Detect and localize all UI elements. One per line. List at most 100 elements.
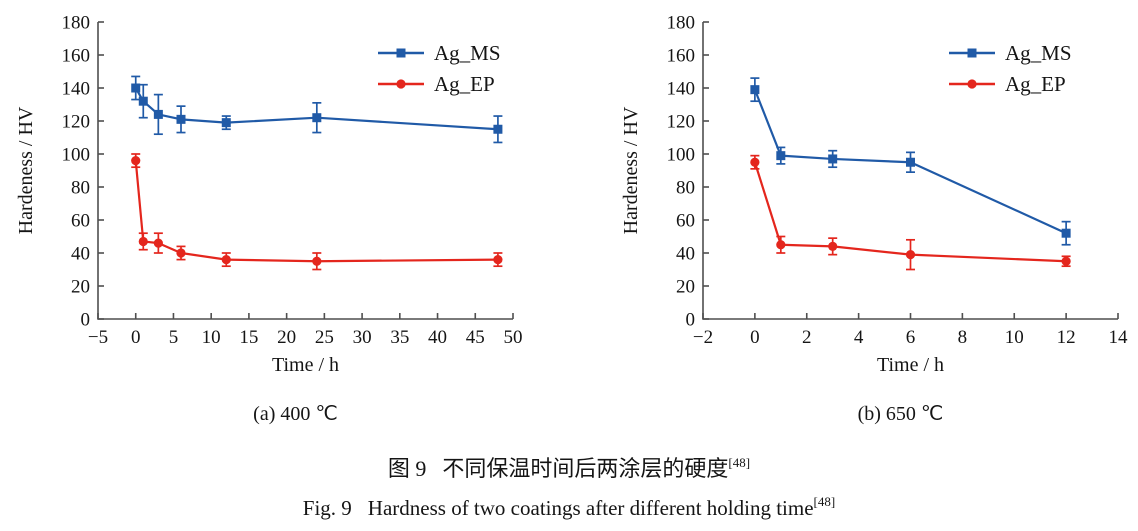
x-axis-tick-label: 0 bbox=[750, 327, 760, 348]
data-point-Ag_MS bbox=[131, 83, 141, 93]
x-axis-tick-label: 14 bbox=[1109, 327, 1129, 348]
y-axis-tick-label: 140 bbox=[667, 79, 696, 100]
x-axis-tick-label: 40 bbox=[428, 327, 447, 348]
x-axis-tick-label: 45 bbox=[466, 327, 485, 348]
y-axis-tick-label: 80 bbox=[676, 178, 695, 199]
x-axis-tick-label: 6 bbox=[906, 327, 916, 348]
series-Ag_EP bbox=[750, 154, 1071, 271]
caption-english: Fig. 9 Hardness of two coatings after dif… bbox=[0, 494, 1138, 521]
legend-label-Ag_MS: Ag_MS bbox=[434, 41, 501, 65]
x-axis-tick-label: 10 bbox=[1005, 327, 1024, 348]
data-point-Ag_EP bbox=[138, 236, 148, 247]
y-axis-tick-label: 100 bbox=[667, 145, 696, 166]
x-axis-tick-label: 25 bbox=[315, 327, 334, 348]
data-point-Ag_MS bbox=[828, 154, 838, 164]
x-axis-tick-label: 12 bbox=[1057, 327, 1076, 348]
y-axis-title: Hardeness / HV bbox=[620, 106, 642, 234]
data-point-Ag_MS bbox=[750, 85, 760, 95]
y-axis-tick-label: 180 bbox=[667, 13, 696, 34]
y-axis-tick-label: 100 bbox=[62, 145, 91, 166]
data-point-Ag_EP bbox=[131, 156, 141, 166]
y-axis-tick-label: 120 bbox=[667, 112, 696, 133]
y-axis-tick-label: 60 bbox=[71, 211, 90, 232]
caption-zh-text: 不同保温时间后两涂层的硬度 bbox=[442, 456, 729, 481]
data-point-Ag_EP bbox=[221, 255, 231, 265]
legend: Ag_MS Ag_EP bbox=[949, 41, 1072, 96]
x-axis-tick-label: 15 bbox=[239, 327, 258, 348]
x-axis-tick-label: −2 bbox=[693, 327, 713, 348]
data-point-Ag_MS bbox=[153, 109, 163, 119]
x-axis-tick-label: 35 bbox=[390, 327, 409, 348]
legend: Ag_MS Ag_EP bbox=[378, 41, 501, 96]
x-axis-tick-label: −5 bbox=[88, 327, 108, 348]
x-axis-tick-label: 4 bbox=[854, 327, 864, 348]
data-point-Ag_MS bbox=[493, 124, 503, 134]
y-axis-tick-label: 180 bbox=[62, 13, 91, 34]
legend-marker-Ag_MS bbox=[396, 48, 406, 58]
data-point-Ag_EP bbox=[750, 157, 760, 167]
y-axis-tick-label: 20 bbox=[676, 277, 695, 298]
x-axis-tick-label: 20 bbox=[277, 327, 296, 348]
caption-zh-reference: [48] bbox=[728, 454, 751, 470]
legend-marker-Ag_EP bbox=[967, 79, 977, 89]
y-axis-tick-label: 140 bbox=[62, 79, 91, 100]
caption-en-reference: [48] bbox=[813, 494, 836, 509]
x-axis-title: Time / h bbox=[272, 354, 339, 376]
y-axis-tick-label: 0 bbox=[686, 310, 696, 331]
data-point-Ag_EP bbox=[493, 255, 503, 265]
series-line bbox=[134, 160, 498, 263]
caption-zh-label: 图 9 bbox=[387, 456, 427, 481]
y-axis-tick-label: 60 bbox=[676, 211, 695, 232]
y-axis-title: Hardeness / HV bbox=[15, 106, 37, 234]
x-axis-tick-label: 0 bbox=[131, 327, 141, 348]
legend-label-Ag_EP: Ag_EP bbox=[434, 72, 495, 96]
data-point-Ag_EP bbox=[176, 248, 186, 258]
y-axis-tick-label: 160 bbox=[62, 46, 91, 67]
y-axis-tick-label: 160 bbox=[667, 46, 696, 67]
y-axis-tick-label: 40 bbox=[676, 244, 695, 265]
y-axis-tick-label: 40 bbox=[71, 244, 90, 265]
caption-chinese: 图 9 不同保温时间后两涂层的硬度[48] bbox=[0, 451, 1138, 483]
caption-en-label: Fig. 9 bbox=[302, 496, 352, 520]
x-axis-tick-label: 10 bbox=[202, 327, 221, 348]
series-Ag_EP bbox=[131, 153, 503, 271]
data-point-Ag_MS bbox=[138, 96, 148, 106]
x-axis-tick-label: 30 bbox=[353, 327, 372, 348]
chart-subtitle: (b) 650 ℃ bbox=[858, 403, 944, 425]
x-axis-tick-label: 8 bbox=[958, 327, 968, 348]
legend-marker-Ag_MS bbox=[967, 48, 977, 58]
legend-label-Ag_EP: Ag_EP bbox=[1005, 72, 1066, 96]
y-axis-tick-label: 0 bbox=[81, 310, 91, 331]
data-point-Ag_EP bbox=[828, 241, 838, 251]
data-point-Ag_MS bbox=[1061, 228, 1071, 238]
data-point-Ag_EP bbox=[1061, 256, 1071, 266]
y-axis-tick-label: 20 bbox=[71, 277, 90, 298]
x-axis-tick-label: 2 bbox=[802, 327, 812, 348]
data-point-Ag_MS bbox=[176, 114, 186, 124]
data-point-Ag_EP bbox=[153, 238, 163, 248]
series-Ag_MS bbox=[750, 77, 1071, 246]
y-axis-tick-label: 120 bbox=[62, 112, 91, 133]
data-point-Ag_EP bbox=[312, 256, 322, 266]
data-point-Ag_MS bbox=[221, 118, 231, 128]
x-axis-tick-label: 5 bbox=[169, 327, 179, 348]
legend-marker-Ag_EP bbox=[396, 79, 406, 89]
chart-subtitle: (a) 400 ℃ bbox=[253, 403, 338, 425]
series-Ag_MS bbox=[131, 75, 503, 144]
legend-label-Ag_MS: Ag_MS bbox=[1005, 41, 1072, 65]
caption-en-text: Hardness of two coatings after different… bbox=[367, 496, 814, 520]
x-axis-tick-label: 50 bbox=[504, 327, 523, 348]
data-point-Ag_EP bbox=[905, 250, 916, 260]
data-point-Ag_MS bbox=[776, 151, 786, 161]
data-point-Ag_MS bbox=[906, 157, 915, 167]
axes bbox=[97, 21, 514, 320]
data-point-Ag_MS bbox=[312, 113, 322, 123]
y-axis-tick-label: 80 bbox=[71, 178, 90, 199]
x-axis-title: Time / h bbox=[877, 354, 944, 376]
axes bbox=[702, 21, 1119, 320]
